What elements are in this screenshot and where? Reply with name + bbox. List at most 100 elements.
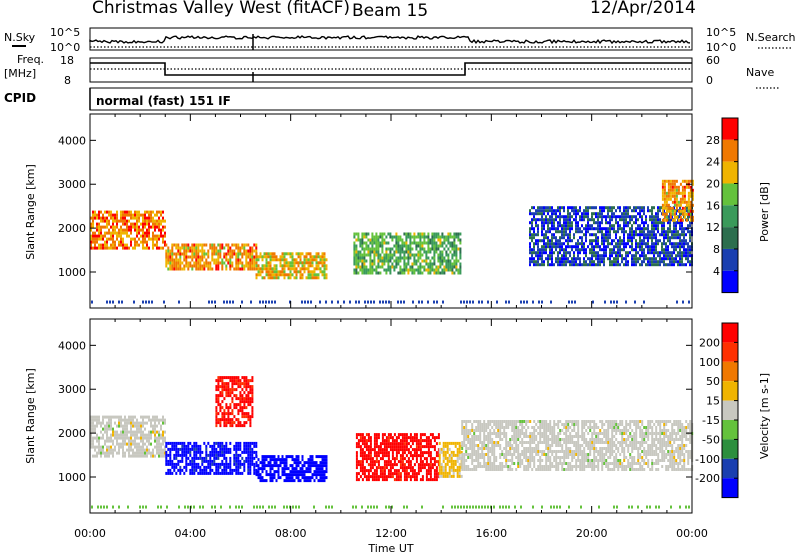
echo-cell: [376, 445, 378, 448]
echo-cell: [154, 431, 156, 434]
echo-cell: [274, 255, 276, 258]
echo-cell: [647, 242, 649, 245]
echo-cell: [543, 248, 545, 251]
echo-cell: [475, 438, 477, 441]
echo-cell: [249, 442, 251, 445]
echo-cell: [367, 251, 369, 254]
noise-cell: [643, 301, 645, 304]
echo-cell: [384, 463, 386, 466]
echo-cell: [241, 376, 243, 379]
echo-cell: [437, 233, 439, 236]
echo-cell: [116, 217, 118, 220]
echo-cell: [243, 421, 245, 424]
echo-cell: [108, 437, 110, 440]
echo-cell: [258, 476, 260, 479]
echo-cell: [553, 209, 555, 212]
echo-cell: [249, 421, 251, 424]
echo-cell: [363, 233, 365, 236]
echo-cell: [627, 221, 629, 224]
echo-cell: [537, 233, 539, 236]
echo-cell: [223, 388, 225, 391]
echo-cell: [110, 211, 112, 214]
echo-cell: [615, 236, 617, 239]
echo-cell: [288, 455, 290, 458]
echo-cell: [144, 223, 146, 226]
echo-cell: [555, 245, 557, 248]
echo-cell: [469, 429, 471, 432]
echo-cell: [549, 215, 551, 218]
echo-cell: [165, 451, 167, 454]
echo-cell: [286, 261, 288, 264]
echo-cell: [175, 259, 177, 262]
echo-cell: [465, 459, 467, 462]
echo-cell: [298, 473, 300, 476]
echo-cell: [110, 232, 112, 235]
echo-cell: [316, 258, 318, 261]
echo-cell: [278, 276, 280, 279]
echo-cell: [435, 269, 437, 272]
echo-cell: [225, 265, 227, 268]
echo-cell: [676, 192, 678, 195]
echo-cell: [439, 239, 441, 242]
echo-cell: [413, 236, 415, 239]
echo-cell: [388, 439, 390, 442]
echo-cell: [459, 239, 461, 242]
echo-cell: [413, 257, 415, 260]
echo-cell: [120, 214, 122, 217]
echo-cell: [631, 209, 633, 212]
echo-cell: [122, 437, 124, 440]
echo-cell: [114, 437, 116, 440]
echo-cell: [191, 259, 193, 262]
echo-cell: [140, 446, 142, 449]
echo-cell: [179, 250, 181, 253]
echo-cell: [381, 239, 383, 242]
echo-cell: [485, 423, 487, 426]
echo-cell: [112, 214, 114, 217]
echo-cell: [641, 230, 643, 233]
echo-cell: [173, 454, 175, 457]
echo-cell: [661, 227, 663, 230]
echo-cell: [409, 257, 411, 260]
echo-cell: [370, 445, 372, 448]
echo-cell: [363, 242, 365, 245]
echo-cell: [421, 242, 423, 245]
echo-cell: [531, 212, 533, 215]
echo-cell: [417, 260, 419, 263]
echo-cell: [396, 457, 398, 460]
echo-cell: [430, 445, 432, 448]
echo-cell: [433, 254, 435, 257]
echo-cell: [258, 270, 260, 273]
echo-cell: [609, 233, 611, 236]
echo-cell: [396, 436, 398, 439]
echo-cell: [312, 476, 314, 479]
echo-cell: [371, 272, 373, 275]
echo-cell: [225, 472, 227, 475]
echo-cell: [617, 260, 619, 263]
echo-cell: [193, 466, 195, 469]
echo-cell: [665, 257, 667, 260]
echo-cell: [302, 473, 304, 476]
echo-cell: [599, 206, 601, 209]
echo-cell: [645, 242, 647, 245]
echo-cell: [249, 454, 251, 457]
echo-cell: [565, 221, 567, 224]
echo-cell: [435, 242, 437, 245]
echo-cell: [290, 267, 292, 270]
echo-cell: [531, 254, 533, 257]
echo-cell: [132, 440, 134, 443]
echo-cell: [412, 466, 414, 469]
echo-cell: [126, 443, 128, 446]
echo-cell: [102, 437, 104, 440]
echo-cell: [392, 439, 394, 442]
echo-cell: [423, 260, 425, 263]
echo-cell: [124, 437, 126, 440]
echo-cell: [487, 465, 489, 468]
echo-cell: [433, 242, 435, 245]
echo-cell: [361, 236, 363, 239]
echo-cell: [306, 261, 308, 264]
echo-cell: [665, 242, 667, 245]
echo-cell: [441, 451, 443, 454]
echo-cell: [256, 258, 258, 261]
echo-cell: [215, 253, 217, 256]
echo-cell: [160, 434, 162, 437]
